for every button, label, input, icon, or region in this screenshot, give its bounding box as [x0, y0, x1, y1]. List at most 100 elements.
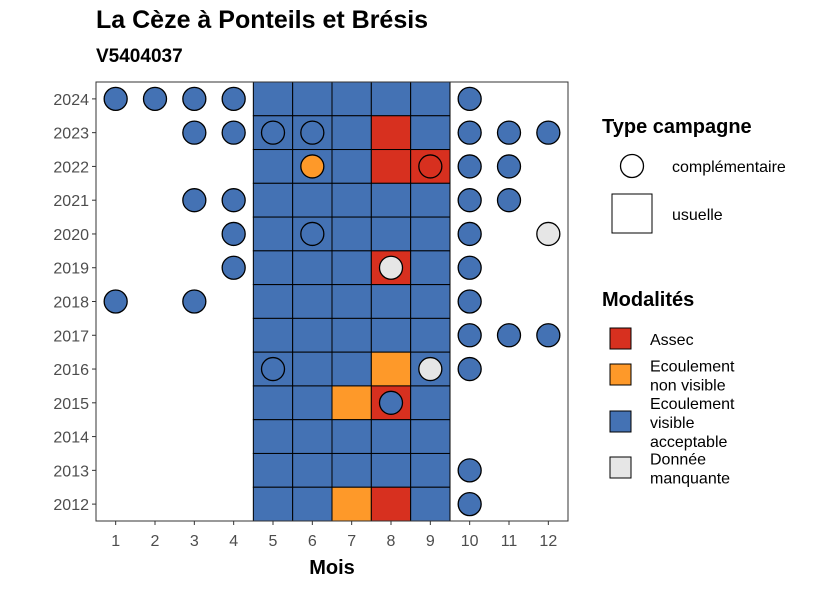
legend-key-ecoulement-visible-acceptable: [609, 410, 632, 433]
tile-2022-8-assec: [370, 149, 412, 184]
legend-key-usuelle: [611, 193, 653, 234]
point-2021-11-ecoulement-visible-acceptable: [496, 188, 522, 213]
tile-2024-9-ecoulement-visible-acceptable: [410, 81, 451, 117]
point-2016-9-donnee-manquante: [418, 356, 443, 382]
tile-2021-8-ecoulement-visible-acceptable: [370, 182, 412, 218]
tile-2020-5-ecoulement-visible-acceptable: [252, 216, 294, 252]
tile-2023-9-ecoulement-visible-acceptable: [410, 115, 451, 151]
y-tick-label-2012: 2012: [53, 497, 89, 514]
point-2018-10-ecoulement-visible-acceptable: [457, 289, 482, 314]
legend-key-donnee-manquante: [609, 456, 632, 479]
x-tick-label-11: 11: [501, 533, 518, 550]
legend-title-modalites: Modalités: [602, 289, 694, 311]
tile-2014-9-ecoulement-visible-acceptable: [410, 419, 451, 454]
point-2012-10-ecoulement-visible-acceptable: [457, 491, 482, 517]
tile-2013-8-ecoulement-visible-acceptable: [370, 452, 412, 488]
tile-2012-6-ecoulement-visible-acceptable: [292, 486, 333, 522]
point-2022-9-assec: [418, 154, 443, 179]
tile-2012-9-ecoulement-visible-acceptable: [410, 486, 451, 522]
point-2020-4-ecoulement-visible-acceptable: [221, 221, 246, 247]
tile-2014-8-ecoulement-visible-acceptable: [370, 419, 412, 454]
tile-2013-9-ecoulement-visible-acceptable: [410, 452, 451, 488]
tile-2024-6-ecoulement-visible-acceptable: [292, 81, 333, 117]
y-tick-label-2023: 2023: [53, 126, 89, 143]
y-tick-label-2013: 2013: [53, 463, 89, 480]
point-2021-4-ecoulement-visible-acceptable: [221, 188, 246, 213]
point-2020-6-ecoulement-visible-acceptable: [300, 221, 325, 247]
legend: Type campagne complémentaire usuelle Modali…: [602, 116, 786, 488]
x-tick-label-2: 2: [151, 533, 160, 550]
tile-2022-5-ecoulement-visible-acceptable: [252, 149, 294, 184]
point-2024-4-ecoulement-visible-acceptable: [221, 86, 246, 112]
point-2023-4-ecoulement-visible-acceptable: [221, 120, 246, 145]
legend-key-complementaire: [619, 153, 645, 179]
tile-2018-7-ecoulement-visible-acceptable: [331, 284, 372, 319]
usual-campaign-tiles: [252, 81, 451, 522]
point-2021-10-ecoulement-visible-acceptable: [457, 188, 482, 213]
x-tick-label-1: 1: [111, 533, 120, 550]
legend-key-assec: [609, 327, 632, 350]
point-2023-5-ecoulement-visible-acceptable: [260, 120, 286, 145]
y-tick-label-2017: 2017: [53, 328, 89, 345]
point-2022-10-ecoulement-visible-acceptable: [457, 154, 482, 179]
tile-2017-5-ecoulement-visible-acceptable: [252, 317, 294, 353]
point-2016-5-ecoulement-visible-acceptable: [260, 356, 286, 382]
y-tick-label-2020: 2020: [53, 227, 89, 244]
tile-2019-7-ecoulement-visible-acceptable: [331, 250, 372, 286]
tile-2019-9-ecoulement-visible-acceptable: [410, 250, 451, 286]
tile-2015-5-ecoulement-visible-acceptable: [252, 385, 294, 421]
tile-2012-5-ecoulement-visible-acceptable: [252, 486, 294, 522]
tile-2020-7-ecoulement-visible-acceptable: [331, 216, 372, 252]
tile-2015-9-ecoulement-visible-acceptable: [410, 385, 451, 421]
x-tick-label-12: 12: [539, 533, 557, 550]
y-axis: 2012 2013 2014 2015 2016 2017 2018 2019 2020 2021…: [53, 92, 96, 514]
y-tick-label-2016: 2016: [53, 362, 89, 379]
point-2019-10-ecoulement-visible-acceptable: [457, 255, 482, 280]
tile-2012-7-ecoulement-non-visible: [331, 486, 372, 522]
point-2015-8-ecoulement-visible-acceptable: [378, 390, 404, 415]
y-tick-label-2018: 2018: [53, 295, 89, 312]
point-2024-3-ecoulement-visible-acceptable: [182, 86, 207, 112]
tile-2024-7-ecoulement-visible-acceptable: [331, 81, 372, 117]
legend-label-ecoulement-non-visible: Ecoulement non visible: [650, 359, 735, 395]
tile-2024-5-ecoulement-visible-acceptable: [252, 81, 294, 117]
legend-label-usuelle: usuelle: [672, 207, 723, 224]
chart-title: La Cèze à Ponteils et Brésis: [96, 6, 429, 34]
point-2018-3-ecoulement-visible-acceptable: [182, 289, 207, 314]
point-2019-4-ecoulement-visible-acceptable: [221, 255, 246, 280]
y-tick-label-2015: 2015: [53, 396, 89, 413]
tile-2022-7-ecoulement-visible-acceptable: [331, 149, 372, 184]
point-2016-10-ecoulement-visible-acceptable: [457, 356, 482, 382]
tile-2021-9-ecoulement-visible-acceptable: [410, 182, 451, 218]
tile-2017-8-ecoulement-visible-acceptable: [370, 317, 412, 353]
legend-key-ecoulement-non-visible: [609, 363, 632, 386]
tile-2017-9-ecoulement-visible-acceptable: [410, 317, 451, 353]
tile-2014-5-ecoulement-visible-acceptable: [252, 419, 294, 454]
tile-2021-7-ecoulement-visible-acceptable: [331, 182, 372, 218]
point-2020-12-donnee-manquante: [536, 221, 561, 247]
point-2022-6-ecoulement-non-visible: [300, 154, 325, 179]
tile-2016-7-ecoulement-visible-acceptable: [331, 351, 372, 387]
point-2023-6-ecoulement-visible-acceptable: [300, 120, 325, 145]
point-2017-10-ecoulement-visible-acceptable: [457, 323, 482, 348]
y-tick-label-2021: 2021: [53, 193, 89, 210]
point-2017-12-ecoulement-visible-acceptable: [536, 323, 561, 348]
legend-label-complementaire: complémentaire: [672, 159, 786, 176]
point-2018-1-ecoulement-visible-acceptable: [103, 289, 128, 314]
tile-2019-6-ecoulement-visible-acceptable: [292, 250, 333, 286]
tile-2018-9-ecoulement-visible-acceptable: [410, 284, 451, 319]
tile-2013-7-ecoulement-visible-acceptable: [331, 452, 372, 488]
tile-2020-8-ecoulement-visible-acceptable: [370, 216, 412, 252]
y-tick-label-2014: 2014: [53, 430, 89, 447]
complementary-campaign-points: [103, 86, 561, 517]
tile-2016-6-ecoulement-visible-acceptable: [292, 351, 333, 387]
point-2023-12-ecoulement-visible-acceptable: [536, 120, 561, 145]
tile-2024-8-ecoulement-visible-acceptable: [370, 81, 412, 117]
tile-2023-7-ecoulement-visible-acceptable: [331, 115, 372, 151]
tile-2019-5-ecoulement-visible-acceptable: [252, 250, 294, 286]
x-tick-label-3: 3: [190, 533, 199, 550]
tile-2021-6-ecoulement-visible-acceptable: [292, 182, 333, 218]
point-2017-11-ecoulement-visible-acceptable: [496, 323, 522, 348]
y-tick-label-2024: 2024: [53, 92, 89, 109]
